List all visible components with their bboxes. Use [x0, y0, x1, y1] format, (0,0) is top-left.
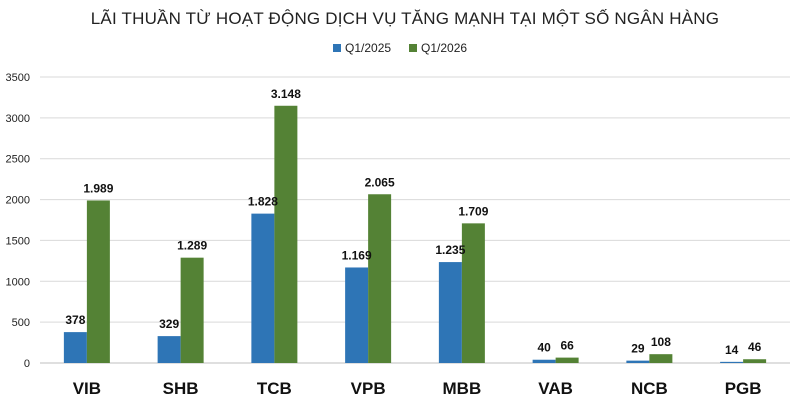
data-label: 329 [159, 317, 179, 331]
data-label: 1.709 [458, 204, 488, 218]
x-tick-label: PGB [725, 379, 762, 398]
data-label: 40 [537, 341, 551, 355]
bars [63, 105, 767, 363]
data-label: 1.169 [342, 248, 372, 262]
data-label: 1.989 [83, 181, 113, 195]
data-label: 108 [651, 335, 671, 349]
x-axis-ticks: VIB SHB TCB VPB MBB VAB NCB PGB [73, 379, 762, 398]
y-tick-label: 2000 [6, 195, 30, 207]
legend-label-q1-2025: Q1/2025 [345, 41, 391, 55]
data-label: 3.148 [271, 87, 301, 101]
y-axis-ticks: 0 500 1000 1500 2000 2500 3000 3500 [6, 72, 30, 370]
data-label: 378 [65, 313, 85, 327]
bar-tcb-q1-2026 [274, 105, 298, 363]
bar-vpb-q1-2025 [345, 267, 369, 363]
data-label: 1.235 [435, 243, 465, 257]
data-labels: 378 1.989 329 1.289 1.828 3.148 1.169 2.065 1.23… [65, 87, 761, 357]
gridlines [40, 76, 790, 364]
y-tick-label: 3000 [6, 113, 30, 125]
bar-shb-q1-2026 [180, 257, 204, 363]
data-label: 66 [560, 339, 574, 353]
bar-tcb-q1-2025 [251, 213, 275, 363]
bar-mbb-q1-2026 [461, 223, 485, 363]
legend-label-q1-2026: Q1/2026 [421, 41, 467, 55]
bar-vpb-q1-2026 [368, 194, 392, 363]
data-label: 1.828 [248, 195, 278, 209]
legend-swatch-q1-2026 [409, 44, 417, 52]
bar-ncb-q1-2026 [649, 354, 673, 363]
bar-vab-q1-2026 [555, 357, 579, 363]
legend-swatch-q1-2025 [333, 44, 341, 52]
bar-vib-q1-2025 [63, 332, 87, 363]
x-tick-label: SHB [163, 379, 199, 398]
bar-pgb-q1-2025 [720, 361, 744, 363]
y-tick-label: 2500 [6, 154, 30, 166]
y-tick-label: 1500 [6, 235, 30, 247]
bar-shb-q1-2025 [157, 336, 181, 363]
data-label: 1.289 [177, 239, 207, 253]
bar-mbb-q1-2025 [438, 262, 462, 363]
data-label: 14 [725, 343, 739, 357]
x-tick-label: MBB [443, 379, 482, 398]
x-tick-label: VPB [351, 379, 386, 398]
data-label: 29 [631, 342, 645, 356]
legend: Q1/2025 Q1/2026 [333, 41, 467, 55]
bar-ncb-q1-2025 [626, 360, 650, 363]
bar-vib-q1-2026 [86, 200, 110, 363]
data-label: 2.065 [365, 175, 395, 189]
y-tick-label: 500 [12, 317, 30, 329]
x-tick-label: TCB [257, 379, 292, 398]
y-tick-label: 1000 [6, 276, 30, 288]
bar-vab-q1-2025 [532, 359, 556, 363]
x-tick-label: VIB [73, 379, 101, 398]
data-label: 46 [748, 340, 762, 354]
x-tick-label: VAB [538, 379, 573, 398]
bar-pgb-q1-2026 [743, 359, 767, 363]
y-tick-label: 0 [24, 358, 30, 370]
chart-title: LÃI THUẦN TỪ HOẠT ĐỘNG DỊCH VỤ TĂNG MẠNH… [91, 8, 719, 28]
x-tick-label: NCB [631, 379, 668, 398]
y-tick-label: 3500 [6, 72, 30, 84]
